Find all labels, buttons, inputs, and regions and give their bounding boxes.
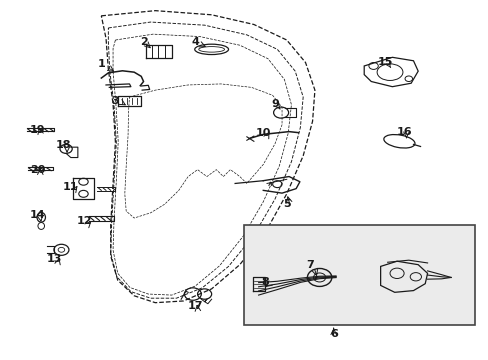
Text: 18: 18 [56, 140, 71, 150]
Text: 7: 7 [305, 260, 313, 270]
Ellipse shape [38, 222, 44, 229]
Ellipse shape [198, 46, 224, 52]
Text: 10: 10 [255, 129, 270, 138]
Text: 19: 19 [30, 125, 46, 135]
Text: 15: 15 [377, 58, 392, 67]
Text: 6: 6 [329, 329, 337, 339]
Ellipse shape [37, 212, 45, 222]
Text: 8: 8 [261, 277, 269, 287]
FancyBboxPatch shape [244, 225, 473, 325]
Text: 9: 9 [270, 99, 278, 109]
Ellipse shape [383, 135, 414, 148]
Text: 4: 4 [191, 37, 199, 47]
Text: 16: 16 [395, 127, 411, 136]
Text: 17: 17 [187, 301, 203, 311]
Text: 20: 20 [30, 165, 45, 175]
Text: 3: 3 [111, 95, 119, 105]
Text: 1: 1 [97, 59, 105, 69]
Text: 2: 2 [140, 37, 147, 47]
Text: 5: 5 [283, 199, 290, 209]
Text: 11: 11 [63, 182, 79, 192]
Text: 14: 14 [30, 210, 46, 220]
Ellipse shape [194, 44, 228, 55]
Text: 13: 13 [46, 255, 62, 265]
Text: 12: 12 [77, 216, 92, 226]
Ellipse shape [376, 64, 402, 81]
